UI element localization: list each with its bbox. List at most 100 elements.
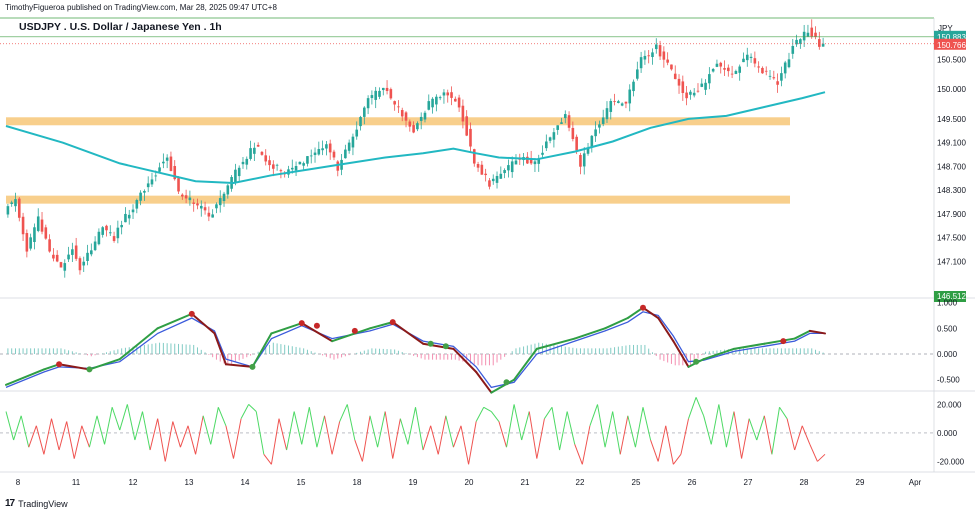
macd-cross-dot: [188, 310, 195, 317]
candle-body: [366, 98, 370, 109]
osc-line-segment: [399, 418, 409, 445]
osc-line-segment: [566, 411, 576, 445]
osc-line-segment: [779, 406, 788, 419]
osc-line-segment: [771, 407, 780, 455]
candle-body: [700, 83, 704, 87]
low-marker-badge: [934, 291, 966, 302]
current-price-label: 150.883: [937, 33, 966, 42]
symbol-title: USDJPY . U.S. Dollar / Japanese Yen . 1h: [19, 21, 222, 33]
osc-line-segment: [377, 411, 386, 448]
candle-body: [651, 52, 654, 58]
candle-body: [120, 224, 123, 228]
macd-line-segment: [763, 337, 796, 345]
macd-line-segment: [475, 371, 493, 394]
osc-line-segment: [460, 425, 470, 465]
macd-cross-dot: [780, 338, 787, 345]
osc-line-segment: [240, 404, 250, 419]
candle-body: [632, 81, 635, 92]
candle-body: [332, 151, 336, 158]
candle-body: [143, 190, 146, 193]
time-tick-label: 22: [576, 478, 585, 487]
time-tick-label: 13: [185, 478, 194, 487]
candle-body: [55, 254, 59, 262]
candle-body: [393, 101, 396, 105]
candle-body: [363, 107, 366, 117]
macd-line-segment: [224, 363, 254, 368]
osc-line-segment: [589, 404, 598, 426]
time-tick-label: 21: [521, 478, 530, 487]
candle-body: [450, 92, 453, 98]
candle-body: [673, 73, 677, 80]
osc-line-segment: [172, 421, 181, 448]
osc-line-segment: [634, 407, 644, 448]
macd-cross-dot: [86, 366, 93, 373]
candle-body: [435, 96, 438, 105]
candle-body: [438, 97, 442, 99]
candle-body: [351, 136, 355, 148]
osc-line-segment: [733, 411, 743, 459]
osc-line-segment: [308, 407, 318, 448]
osc-line-segment: [581, 425, 591, 465]
osc-line-segment: [66, 421, 75, 459]
osc-line-segment: [126, 404, 136, 441]
candle-body: [389, 89, 393, 99]
candle-body: [101, 227, 104, 235]
macd-line-segment: [604, 317, 629, 330]
macd-line-segment: [58, 363, 91, 371]
candle-body: [499, 173, 503, 179]
osc-line-segment: [88, 415, 98, 448]
osc-line-segment: [73, 425, 83, 459]
candle-body: [526, 156, 529, 164]
candle-body: [33, 227, 36, 242]
current-price-badge: [934, 30, 966, 42]
candle-body: [738, 66, 741, 73]
candle-body: [139, 192, 142, 201]
time-tick-label: 20: [465, 478, 474, 487]
candle-body: [207, 212, 211, 217]
candle-body: [643, 55, 647, 60]
secondary-price-badge: [934, 38, 966, 50]
candle-body: [780, 73, 783, 81]
osc-line-segment: [202, 415, 212, 445]
candle-body: [370, 95, 374, 99]
osc-line-segment: [619, 415, 629, 455]
low-marker-label: 146.512: [937, 292, 966, 301]
macd-line-segment: [88, 358, 121, 371]
macd-cross-dot: [442, 343, 449, 350]
candle-body: [63, 263, 67, 271]
candle-body: [173, 166, 177, 180]
candle-body: [25, 233, 29, 252]
price-tick-label: 147.100: [937, 257, 966, 266]
candle-body: [298, 161, 302, 165]
osc-line-segment: [157, 418, 166, 462]
candle-body: [412, 125, 415, 133]
candle-body: [158, 167, 161, 172]
candle-body: [423, 112, 427, 120]
macd-line-segment: [490, 378, 516, 394]
candle-body: [184, 195, 188, 199]
candle-body: [400, 110, 404, 117]
price-tick-label: 149.100: [937, 139, 966, 148]
candle-body: [802, 31, 806, 41]
time-tick-label: Apr: [909, 478, 922, 487]
price-tick-label: 148.700: [937, 162, 966, 171]
candle-body: [290, 167, 294, 170]
candle-body: [131, 209, 135, 213]
macd-line-segment: [369, 321, 394, 330]
osc-line-segment: [468, 421, 477, 465]
macd-cross-dot: [427, 340, 434, 347]
osc-line-segment: [248, 404, 257, 412]
candle-body: [385, 87, 389, 91]
osc-line-segment: [688, 397, 697, 419]
candle-body: [245, 158, 249, 165]
osc-line-segment: [407, 407, 416, 445]
candle-body: [427, 101, 431, 110]
candle-body: [124, 213, 127, 223]
candle-body: [503, 170, 506, 174]
candle-body: [264, 155, 268, 162]
osc-line-segment: [324, 415, 333, 455]
candle-body: [302, 163, 305, 166]
osc-line-segment: [392, 418, 401, 459]
time-tick-label: 14: [241, 478, 250, 487]
